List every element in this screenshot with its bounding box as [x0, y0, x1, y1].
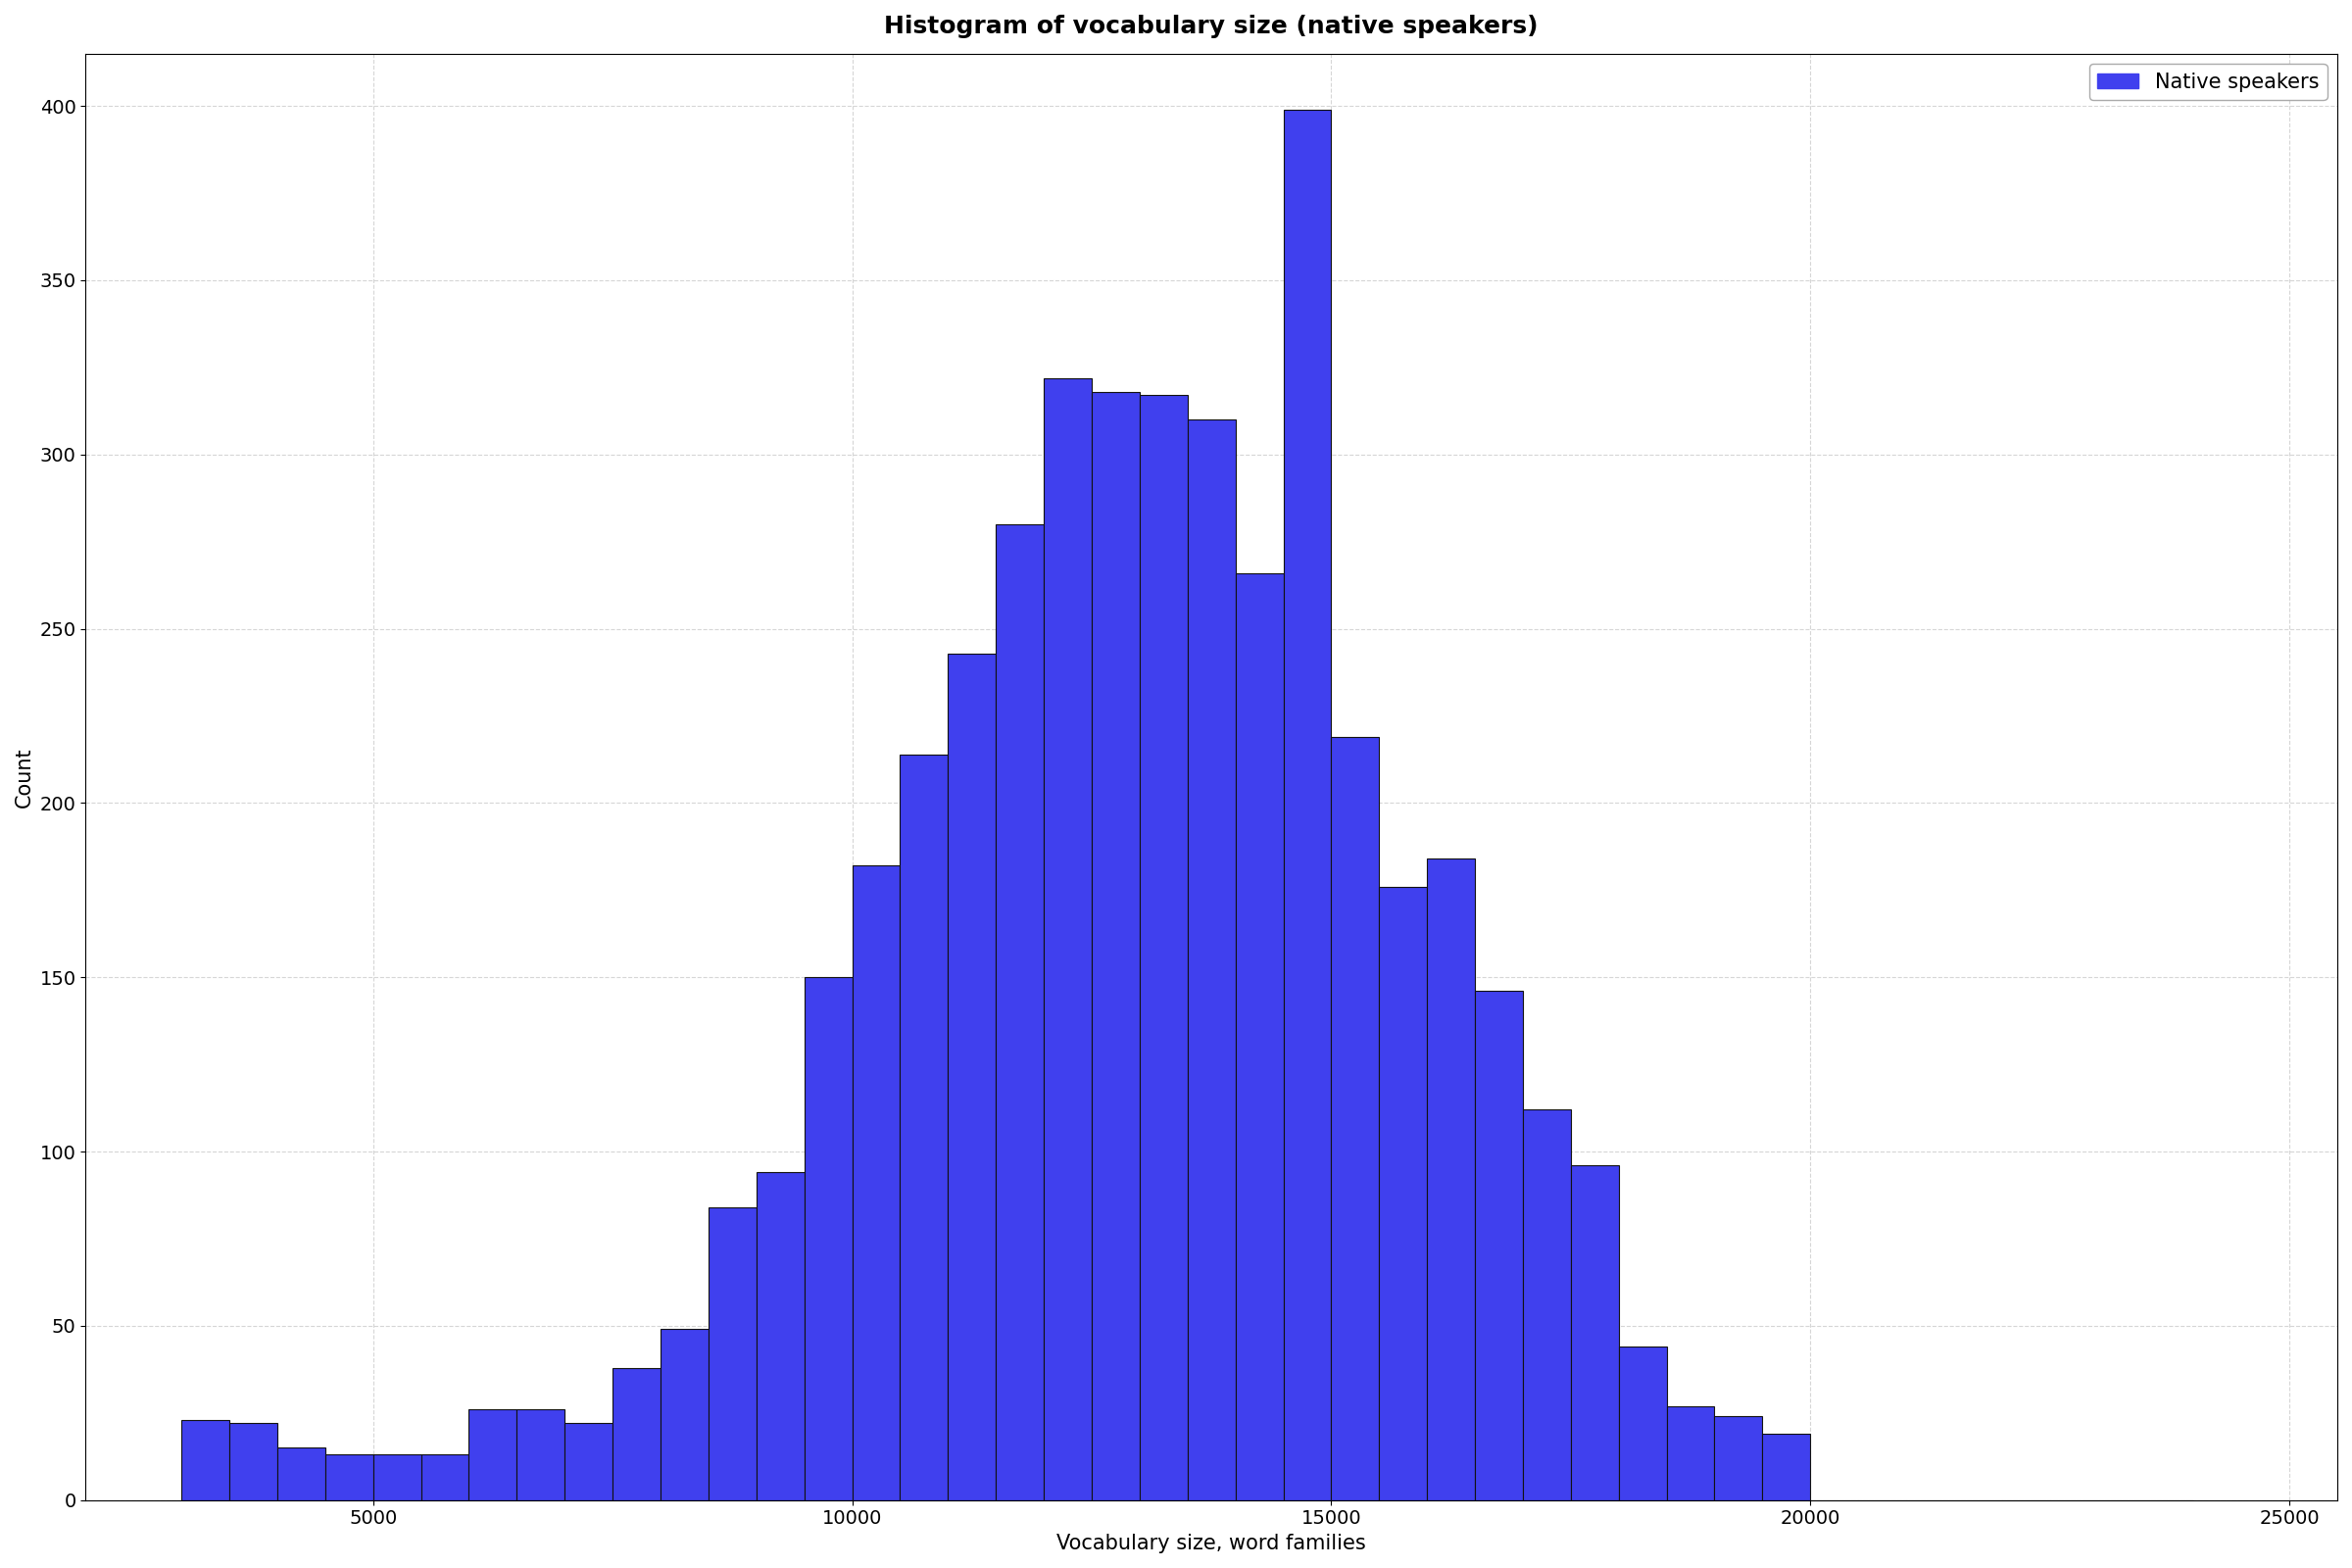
Bar — [1428, 859, 1475, 1501]
Bar — [517, 1410, 564, 1501]
Bar — [1188, 420, 1235, 1501]
Title: Histogram of vocabulary size (native speakers): Histogram of vocabulary size (native spe… — [884, 14, 1538, 38]
Bar — [468, 1410, 517, 1501]
Bar — [1715, 1416, 1762, 1501]
Bar — [708, 1207, 757, 1501]
Bar — [661, 1330, 708, 1501]
Bar — [374, 1455, 421, 1501]
Bar — [1235, 572, 1284, 1501]
Bar — [1378, 887, 1428, 1501]
Bar — [804, 977, 851, 1501]
Bar — [1044, 378, 1091, 1501]
Legend: Native speakers: Native speakers — [2089, 64, 2326, 100]
Bar — [1522, 1110, 1571, 1501]
Bar — [612, 1367, 661, 1501]
Bar — [1141, 395, 1188, 1501]
Bar — [757, 1173, 804, 1501]
Bar — [1762, 1433, 1811, 1501]
Bar — [995, 524, 1044, 1501]
Bar — [278, 1447, 325, 1501]
Bar — [1571, 1165, 1618, 1501]
Bar — [851, 866, 901, 1501]
Bar — [181, 1421, 230, 1501]
Bar — [948, 654, 995, 1501]
Y-axis label: Count: Count — [14, 746, 35, 808]
Bar — [1668, 1406, 1715, 1501]
Bar — [1331, 737, 1378, 1501]
Bar — [1091, 392, 1141, 1501]
Bar — [230, 1424, 278, 1501]
Bar — [1284, 110, 1331, 1501]
Bar — [325, 1455, 374, 1501]
Bar — [901, 754, 948, 1501]
Bar — [421, 1455, 468, 1501]
Bar — [1618, 1347, 1668, 1501]
Bar — [564, 1424, 612, 1501]
X-axis label: Vocabulary size, word families: Vocabulary size, word families — [1056, 1534, 1367, 1554]
Bar — [1475, 991, 1522, 1501]
